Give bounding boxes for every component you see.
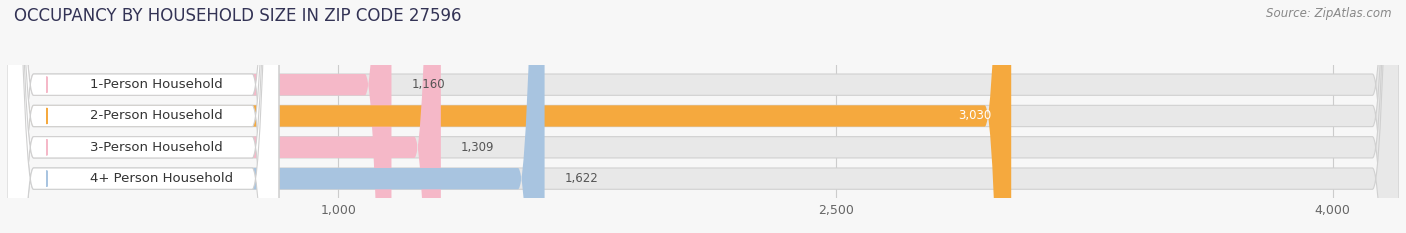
Text: 1,622: 1,622 [564,172,598,185]
FancyBboxPatch shape [7,0,278,233]
FancyBboxPatch shape [7,0,1011,233]
FancyBboxPatch shape [7,0,1399,233]
FancyBboxPatch shape [7,0,441,233]
FancyBboxPatch shape [7,0,391,233]
Text: 3-Person Household: 3-Person Household [90,141,222,154]
FancyBboxPatch shape [7,0,1399,233]
Text: 1-Person Household: 1-Person Household [90,78,222,91]
FancyBboxPatch shape [7,0,1399,233]
FancyBboxPatch shape [7,0,278,233]
Text: OCCUPANCY BY HOUSEHOLD SIZE IN ZIP CODE 27596: OCCUPANCY BY HOUSEHOLD SIZE IN ZIP CODE … [14,7,461,25]
Text: 4+ Person Household: 4+ Person Household [90,172,233,185]
Text: Source: ZipAtlas.com: Source: ZipAtlas.com [1267,7,1392,20]
Text: 2-Person Household: 2-Person Household [90,110,222,123]
Text: 3,030: 3,030 [957,110,991,123]
FancyBboxPatch shape [7,0,278,233]
FancyBboxPatch shape [7,0,278,233]
FancyBboxPatch shape [7,0,1399,233]
FancyBboxPatch shape [7,0,544,233]
Text: 1,160: 1,160 [412,78,444,91]
Text: 1,309: 1,309 [461,141,495,154]
